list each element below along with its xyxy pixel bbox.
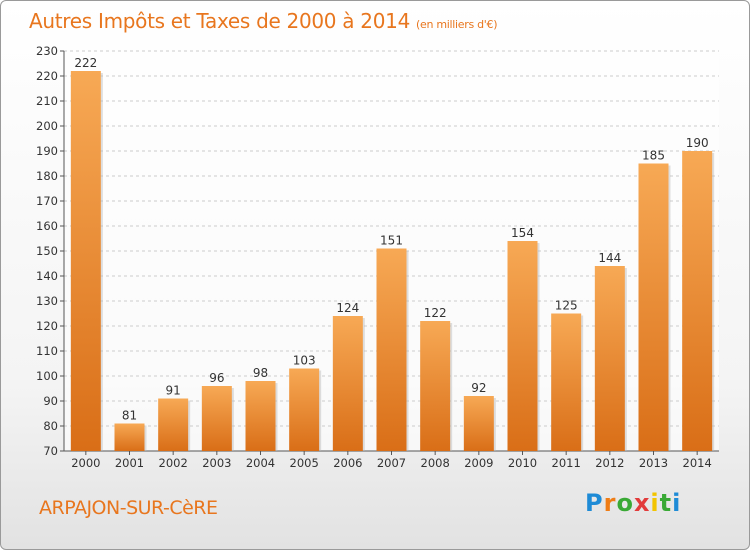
bar [551, 313, 582, 451]
y-tick-label: 190 [36, 144, 58, 158]
y-tick-label: 180 [36, 169, 58, 183]
y-tick-label: 120 [36, 319, 58, 333]
y-tick-label: 220 [36, 69, 58, 83]
x-tick-label: 2009 [464, 456, 493, 470]
bar-value-label: 185 [642, 149, 665, 163]
x-tick-label: 2005 [290, 456, 319, 470]
bar-value-label: 92 [471, 381, 486, 395]
bar [507, 241, 538, 451]
bar-value-label: 190 [686, 136, 709, 150]
x-tick-label: 2013 [639, 456, 668, 470]
x-tick-label: 2010 [508, 456, 537, 470]
bar-value-label: 98 [253, 366, 268, 380]
bar [376, 248, 407, 451]
bar-value-label: 222 [74, 56, 97, 70]
data-labels: 222 81 91 96 98 103 124 151 122 92 154 125 144 185 190 [74, 56, 708, 423]
y-tick-label: 130 [36, 294, 58, 308]
y-tick-label: 80 [43, 419, 58, 433]
bar [114, 423, 145, 451]
bar-value-label: 125 [555, 299, 578, 313]
bar-value-label: 144 [598, 251, 621, 265]
proxiti-logo: Proxiti [585, 489, 682, 517]
commune-name: ARPAJON-SUR-CèRE [39, 497, 218, 519]
y-tick-label: 230 [36, 44, 58, 58]
y-tick-label: 100 [36, 369, 58, 383]
bar [682, 151, 713, 451]
y-tick-label: 110 [36, 344, 58, 358]
bar [332, 316, 363, 451]
bars [70, 71, 715, 451]
chart-subtitle: (en milliers d'€) [416, 18, 498, 31]
x-tick-label: 2004 [246, 456, 275, 470]
chart-title: Autres Impôts et Taxes de 2000 à 2014 (en… [29, 9, 497, 33]
y-tick-label: 170 [36, 194, 58, 208]
bar [245, 381, 276, 451]
x-tick-label: 2014 [683, 456, 712, 470]
bar-value-label: 122 [424, 306, 447, 320]
y-tick-label: 150 [36, 244, 58, 258]
bar [420, 321, 451, 451]
bar [158, 398, 189, 451]
x-tick-label: 2000 [71, 456, 100, 470]
y-tick-label: 70 [43, 444, 58, 458]
bar-value-label: 103 [293, 354, 316, 368]
bar-value-label: 96 [209, 371, 224, 385]
bar [463, 396, 494, 451]
bar [201, 386, 232, 451]
x-tick-label: 2008 [421, 456, 450, 470]
y-tick-label: 140 [36, 269, 58, 283]
bar-value-label: 91 [166, 384, 181, 398]
bar-value-label: 81 [122, 409, 137, 423]
y-tick-label: 90 [43, 394, 58, 408]
y-tick-label: 200 [36, 119, 58, 133]
bar-value-label: 154 [511, 226, 534, 240]
bar-value-label: 124 [336, 301, 359, 315]
x-tick-label: 2011 [552, 456, 581, 470]
x-tick-label: 2003 [202, 456, 231, 470]
x-tick-label: 2001 [115, 456, 144, 470]
x-tick-label: 2002 [159, 456, 188, 470]
x-tick-label: 2006 [333, 456, 362, 470]
bar [289, 368, 320, 451]
bar-value-label: 151 [380, 234, 403, 248]
bar [594, 266, 625, 451]
x-tick-label: 2007 [377, 456, 406, 470]
y-tick-label: 210 [36, 94, 58, 108]
chart-title-text: Autres Impôts et Taxes de 2000 à 2014 [29, 9, 410, 33]
y-tick-label: 160 [36, 219, 58, 233]
x-tick-label: 2012 [595, 456, 624, 470]
bar [638, 163, 669, 451]
x-axis: 2000 2001 2002 2003 2004 2005 2006 2007 2008 2009… [71, 451, 712, 470]
bar [70, 71, 101, 451]
